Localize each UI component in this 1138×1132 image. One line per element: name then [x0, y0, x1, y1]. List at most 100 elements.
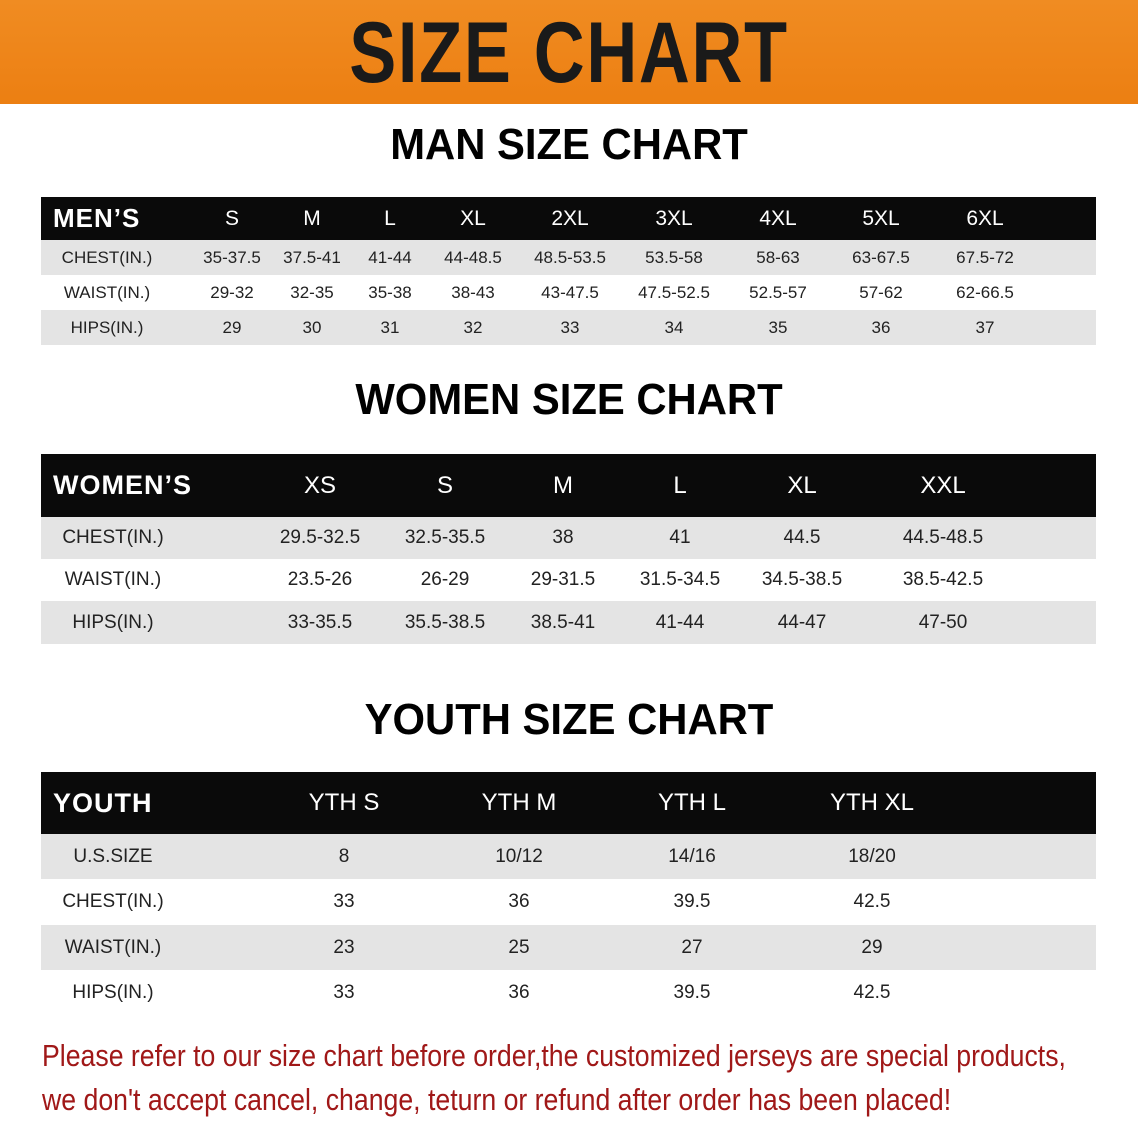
table-row: CHEST(IN.) 35-37.5 37.5-41 41-44 44-48.5 48.5…	[41, 240, 1096, 275]
men-header-row: MEN’S S M L XL 2XL 3XL 4XL 5XL 6XL	[41, 197, 1096, 240]
table-cell: 58-63	[756, 247, 800, 267]
women-section-title: WOMEN SIZE CHART	[355, 375, 783, 424]
table-cell: 38.5-42.5	[902, 569, 984, 590]
row-label: WAIST(IN.)	[63, 282, 151, 302]
table-cell: 35.5-38.5	[404, 611, 486, 633]
size-header-yth-s: YTH S	[308, 789, 380, 816]
table-cell: 52.5-57	[749, 282, 807, 302]
size-header-m: M	[553, 471, 573, 499]
size-header-s: S	[224, 206, 240, 230]
table-cell: 14/16	[668, 845, 716, 867]
notice-line-2: we don't accept cancel, change, teturn o…	[42, 1082, 952, 1117]
table-cell: 57-62	[859, 282, 903, 302]
size-header-6xl: 6XL	[966, 206, 1004, 230]
table-cell: 10/12	[495, 845, 543, 867]
table-cell: 38-43	[451, 282, 495, 302]
row-label: CHEST(IN.)	[61, 247, 153, 267]
table-cell: 34.5-38.5	[761, 569, 843, 590]
banner-title: SIZE CHART	[349, 5, 789, 101]
table-cell: 53.5-58	[645, 247, 703, 267]
size-header-xl: XL	[787, 471, 817, 499]
table-cell: 43-47.5	[541, 282, 599, 302]
row-label: HIPS(IN.)	[72, 611, 154, 633]
table-cell: 30	[302, 317, 322, 337]
size-header-xs: XS	[303, 471, 337, 499]
table-cell: 44-47	[777, 611, 827, 633]
table-cell: 37	[975, 317, 995, 337]
table-cell: 63-67.5	[852, 247, 910, 267]
table-cell: 37.5-41	[283, 247, 341, 267]
table-cell: 41-44	[655, 611, 705, 633]
banner: SIZE CHART	[0, 0, 1138, 104]
women-header-row: WOMEN’S XS S M L XL XXL	[41, 454, 1096, 517]
table-cell: 38	[552, 527, 574, 548]
table-cell: 32.5-35.5	[404, 527, 486, 548]
table-row: HIPS(IN.) 33 36 39.5 42.5	[41, 970, 1096, 1015]
youth-section-title: YOUTH SIZE CHART	[364, 695, 774, 744]
size-header-s: S	[436, 471, 454, 499]
youth-size-table: YOUTH YTH S YTH M YTH L YTH XL U.S.SIZE 8 10/12…	[41, 772, 1096, 1015]
women-size-table: WOMEN’S XS S M L XL XXL CHEST(IN.) 29.5-32.5 32.5…	[41, 454, 1096, 644]
table-cell: 44-48.5	[444, 247, 502, 267]
size-header-yth-xl: YTH XL	[829, 789, 915, 816]
size-header-l: L	[673, 471, 687, 499]
table-cell: 23	[333, 936, 355, 958]
table-cell: 33	[333, 981, 355, 1003]
size-header-2xl: 2XL	[551, 206, 589, 230]
table-cell: 26-29	[420, 569, 470, 590]
table-cell: 25	[508, 936, 530, 958]
table-cell: 39.5	[673, 981, 711, 1003]
table-cell: 29-31.5	[530, 569, 596, 590]
table-cell: 27	[681, 936, 703, 958]
table-cell: 41-44	[368, 247, 412, 267]
table-cell: 35	[768, 317, 788, 337]
table-cell: 33-35.5	[287, 611, 353, 633]
table-cell: 62-66.5	[956, 282, 1014, 302]
women-header-label: WOMEN’S	[53, 470, 192, 500]
table-cell: 36	[508, 981, 530, 1003]
table-row: CHEST(IN.) 29.5-32.5 32.5-35.5 38 41 44.5 44.5…	[41, 517, 1096, 559]
table-cell: 31	[380, 317, 400, 337]
size-header-xl: XL	[460, 206, 486, 230]
size-header-yth-m: YTH M	[481, 789, 557, 816]
table-row: U.S.SIZE 8 10/12 14/16 18/20	[41, 834, 1096, 879]
table-cell: 18/20	[848, 845, 896, 867]
table-cell: 44.5	[783, 527, 821, 548]
men-section-title: MAN SIZE CHART	[390, 120, 748, 169]
table-cell: 36	[871, 317, 891, 337]
table-cell: 35-37.5	[203, 247, 261, 267]
table-cell: 32	[463, 317, 483, 337]
men-size-table: MEN’S S M L XL 2XL 3XL 4XL 5XL 6XL CHEST(IN.) 35-37…	[41, 197, 1096, 345]
table-cell: 44.5-48.5	[902, 527, 984, 548]
size-header-4xl: 4XL	[759, 206, 797, 230]
table-cell: 35-38	[368, 282, 412, 302]
table-cell: 42.5	[853, 891, 891, 912]
table-cell: 48.5-53.5	[534, 247, 606, 267]
size-header-m: M	[303, 206, 321, 230]
table-row: CHEST(IN.) 33 36 39.5 42.5	[41, 879, 1096, 925]
row-label: WAIST(IN.)	[64, 569, 162, 590]
youth-header-label: YOUTH	[53, 787, 153, 818]
table-cell: 33	[333, 891, 355, 912]
row-label: CHEST(IN.)	[62, 527, 164, 548]
table-cell: 23.5-26	[287, 569, 353, 590]
table-row: HIPS(IN.) 29 30 31 32 33 34 35 36 37	[41, 310, 1096, 345]
table-cell: 42.5	[853, 981, 891, 1003]
row-label: HIPS(IN.)	[72, 981, 154, 1003]
table-cell: 29-32	[210, 282, 254, 302]
row-label: WAIST(IN.)	[64, 936, 162, 958]
size-header-xxl: XXL	[920, 471, 966, 499]
table-cell: 34	[664, 317, 684, 337]
row-label: HIPS(IN.)	[70, 317, 144, 337]
table-cell: 39.5	[673, 891, 711, 912]
table-cell: 38.5-41	[530, 611, 596, 633]
size-header-l: L	[384, 206, 396, 230]
table-cell: 29.5-32.5	[279, 527, 361, 548]
size-header-yth-l: YTH L	[657, 789, 727, 816]
row-label: CHEST(IN.)	[62, 891, 164, 912]
men-header-label: MEN’S	[53, 203, 141, 233]
table-cell: 36	[508, 891, 530, 912]
table-row: WAIST(IN.) 23 25 27 29	[41, 925, 1096, 970]
table-cell: 29	[861, 936, 883, 958]
table-row: HIPS(IN.) 33-35.5 35.5-38.5 38.5-41 41-44 44-…	[41, 601, 1096, 644]
